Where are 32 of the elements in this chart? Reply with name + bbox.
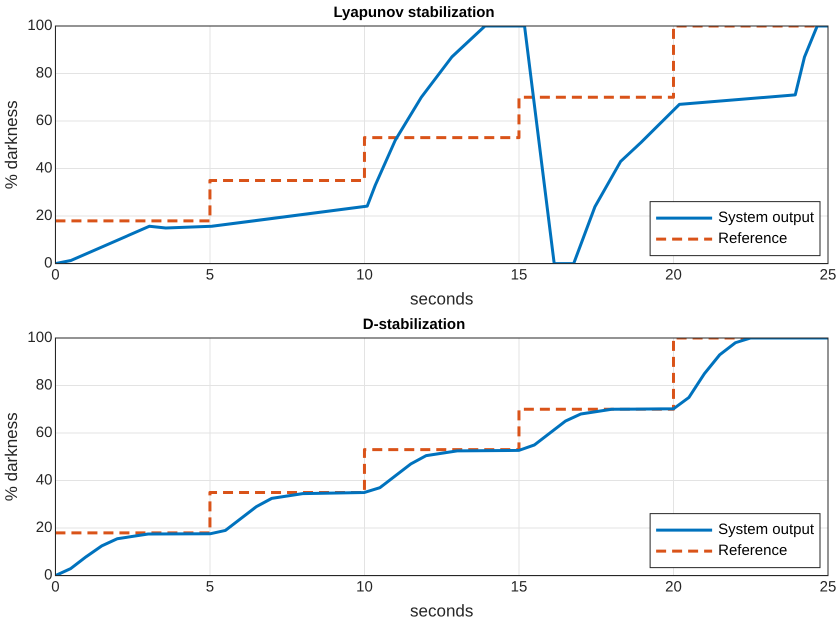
legend-label: System output — [718, 209, 815, 226]
x-axis-title: seconds — [410, 289, 474, 308]
y-tick-label: 40 — [36, 472, 52, 489]
x-tick-label: 20 — [665, 266, 682, 284]
x-tick-label: 25 — [820, 266, 836, 284]
y-tick-label: 80 — [36, 64, 52, 82]
y-tick-label: 20 — [36, 207, 52, 224]
x-tick-label: 20 — [665, 578, 682, 596]
x-tick-label: 5 — [206, 266, 214, 284]
x-tick-label: 10 — [356, 266, 373, 284]
y-tick-label: 100 — [27, 17, 52, 34]
x-axis-title: seconds — [410, 601, 474, 620]
x-tick-label: 10 — [356, 578, 373, 596]
y-tick-label: 100 — [27, 329, 52, 346]
y-tick-label: 40 — [36, 160, 52, 177]
y-tick-label: 20 — [36, 519, 52, 536]
chart-title: Lyapunov stabilization — [333, 4, 495, 22]
y-axis-title: % darkness — [2, 412, 21, 502]
y-tick-label: 60 — [36, 424, 52, 442]
y-axis-title: % darkness — [2, 100, 21, 190]
chart-title: D-stabilization — [362, 316, 466, 334]
x-tick-label: 25 — [820, 578, 836, 596]
y-tick-label: 80 — [36, 376, 52, 394]
x-tick-label: 5 — [206, 578, 214, 596]
x-tick-label: 15 — [510, 266, 528, 284]
y-tick-label: 60 — [36, 112, 52, 130]
x-tick-label: 15 — [510, 578, 528, 596]
legend-label: Reference — [718, 230, 788, 248]
legend-label: Reference — [718, 542, 788, 560]
y-tick-label: 0 — [44, 254, 52, 272]
y-tick-label: 0 — [44, 566, 52, 584]
legend-label: System output — [718, 521, 815, 538]
